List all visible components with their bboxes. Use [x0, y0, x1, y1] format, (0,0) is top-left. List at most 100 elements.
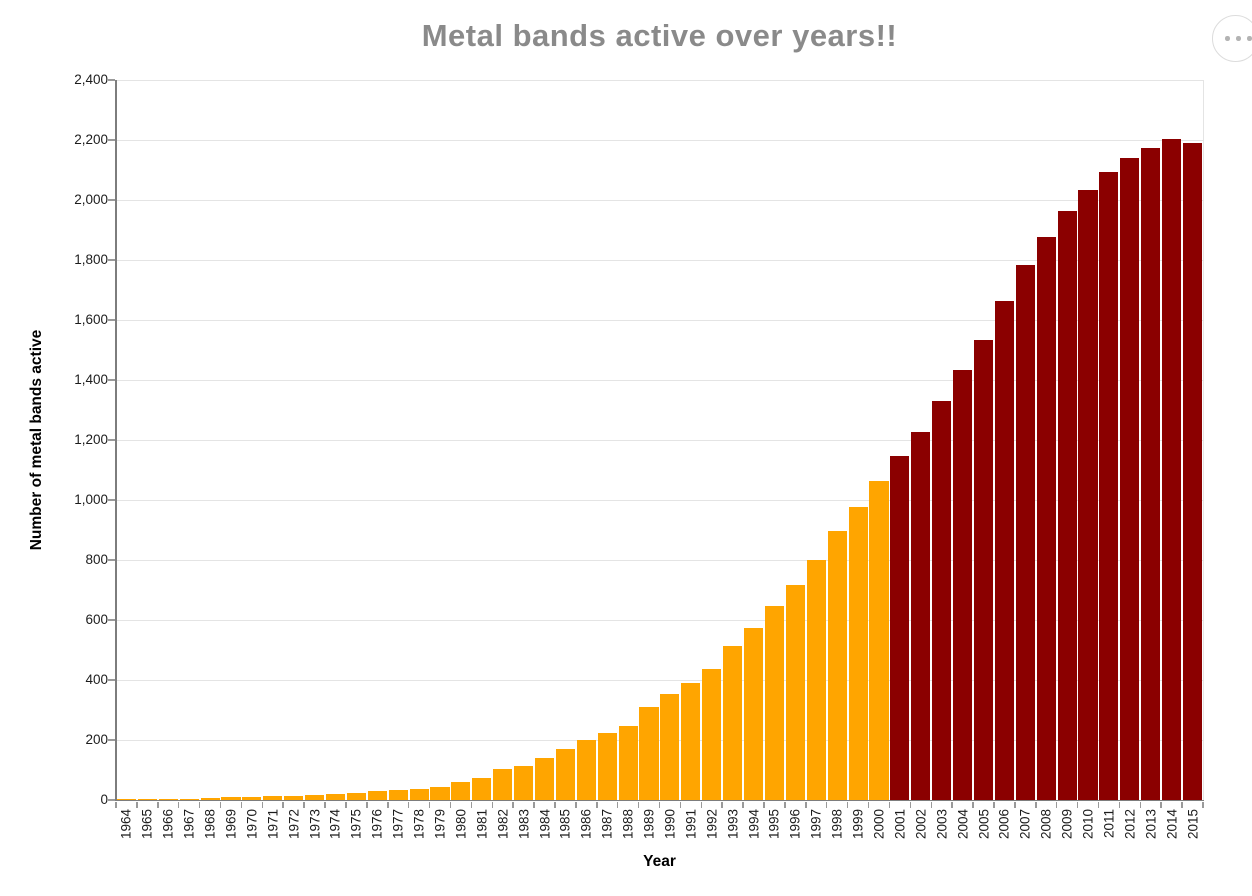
x-axis-tick [721, 801, 723, 808]
x-axis-tick-label: 2006 [996, 809, 1012, 840]
bar-1977[interactable] [388, 790, 408, 800]
y-axis-tick [108, 319, 115, 321]
bar-1996[interactable] [785, 585, 805, 800]
bar-2000[interactable] [869, 481, 889, 800]
gridline [116, 620, 1203, 621]
x-axis-tick-label: 1979 [432, 809, 448, 840]
bar-1966[interactable] [158, 798, 178, 800]
x-axis-tick-label: 2002 [913, 809, 929, 840]
bar-1971[interactable] [263, 796, 283, 800]
bar-2011[interactable] [1099, 172, 1119, 800]
bar-1988[interactable] [618, 725, 638, 800]
ellipsis-icon [1236, 36, 1241, 41]
x-axis-tick-label: 1990 [662, 809, 678, 840]
x-axis-tick-label: 1971 [265, 809, 281, 840]
bar-2013[interactable] [1141, 148, 1161, 800]
bar-1972[interactable] [284, 795, 304, 800]
bar-1968[interactable] [200, 797, 220, 800]
x-axis-tick-label: 1977 [390, 809, 406, 840]
bar-2015[interactable] [1182, 143, 1203, 800]
bar-1991[interactable] [681, 683, 701, 800]
bar-1998[interactable] [827, 530, 847, 800]
y-axis-line [115, 80, 117, 801]
y-axis-tick [108, 739, 115, 741]
bar-2009[interactable] [1057, 211, 1077, 800]
x-axis-tick-label: 1970 [244, 809, 260, 840]
bar-2004[interactable] [953, 370, 973, 800]
bar-1999[interactable] [848, 506, 868, 800]
x-axis-tick [846, 801, 849, 808]
bar-1978[interactable] [409, 788, 429, 800]
bar-2010[interactable] [1078, 189, 1098, 800]
bar-1983[interactable] [514, 766, 534, 800]
bar-2006[interactable] [994, 301, 1014, 800]
ellipsis-icon [1225, 36, 1230, 41]
x-axis-tick [345, 801, 347, 808]
bar-2014[interactable] [1162, 138, 1182, 800]
bar-1974[interactable] [325, 794, 346, 800]
bar-1987[interactable] [597, 732, 617, 800]
x-axis-tick [1139, 801, 1142, 808]
x-axis-tick [554, 801, 556, 808]
bar-1990[interactable] [660, 694, 680, 800]
x-axis-tick-label: 1997 [808, 809, 824, 840]
gridline [116, 680, 1203, 681]
x-axis-tick [805, 801, 807, 808]
x-axis-tick [972, 801, 974, 808]
x-axis-tick [700, 801, 703, 808]
gridline [116, 560, 1203, 561]
bar-1975[interactable] [346, 793, 366, 800]
bar-1970[interactable] [242, 797, 262, 800]
bar-1995[interactable] [764, 605, 784, 800]
bar-1985[interactable] [555, 748, 575, 800]
bar-1973[interactable] [305, 795, 325, 800]
x-axis-tick-label: 2010 [1080, 809, 1096, 840]
x-axis-tick-label: 1993 [725, 809, 741, 840]
x-axis-tick-label: 1965 [139, 809, 155, 840]
y-axis-tick [108, 259, 115, 261]
bar-1967[interactable] [179, 798, 199, 800]
bar-1993[interactable] [723, 646, 743, 800]
bar-2003[interactable] [932, 401, 952, 800]
x-axis-tick-label: 2008 [1038, 809, 1054, 840]
bar-1989[interactable] [639, 706, 659, 800]
y-axis-tick-label: 800 [85, 552, 108, 567]
bar-1997[interactable] [806, 560, 826, 800]
x-axis-tick [324, 801, 326, 808]
x-axis-tick-label: 2004 [955, 809, 971, 840]
x-axis-tick [1035, 801, 1037, 808]
bar-2001[interactable] [890, 455, 910, 800]
x-axis-tick-label: 1983 [516, 809, 532, 840]
bar-2007[interactable] [1015, 265, 1035, 800]
bar-1976[interactable] [367, 791, 387, 800]
bar-1980[interactable] [451, 781, 471, 800]
x-axis-tick-label: 2007 [1017, 809, 1033, 840]
bar-2005[interactable] [973, 339, 994, 800]
bar-1992[interactable] [702, 668, 722, 800]
x-axis-tick-label: 1976 [369, 809, 385, 840]
bar-1986[interactable] [576, 740, 596, 800]
x-axis-tick [428, 801, 431, 808]
x-axis-tick [366, 801, 368, 808]
x-axis-tick [1202, 801, 1204, 808]
bar-2012[interactable] [1120, 158, 1140, 800]
x-axis-tick-label: 1999 [850, 809, 866, 840]
more-options-button[interactable] [1212, 15, 1252, 62]
bar-1994[interactable] [744, 628, 764, 800]
bar-1984[interactable] [534, 758, 555, 800]
y-axis-tick [108, 439, 115, 441]
bar-2002[interactable] [911, 432, 931, 800]
chart-title: Metal bands active over years!! [421, 18, 898, 53]
bar-1982[interactable] [493, 769, 513, 800]
x-axis-tick [512, 801, 514, 808]
bar-1979[interactable] [430, 787, 450, 800]
bar-1969[interactable] [221, 797, 241, 800]
bar-1981[interactable] [472, 777, 492, 800]
y-axis-tick [108, 139, 115, 141]
x-axis-tick [616, 801, 619, 808]
x-axis-tick-label: 1980 [453, 809, 469, 840]
bar-2008[interactable] [1036, 236, 1056, 800]
x-axis-tick-label: 2015 [1185, 809, 1201, 840]
x-axis-tick-label: 1995 [766, 809, 782, 840]
